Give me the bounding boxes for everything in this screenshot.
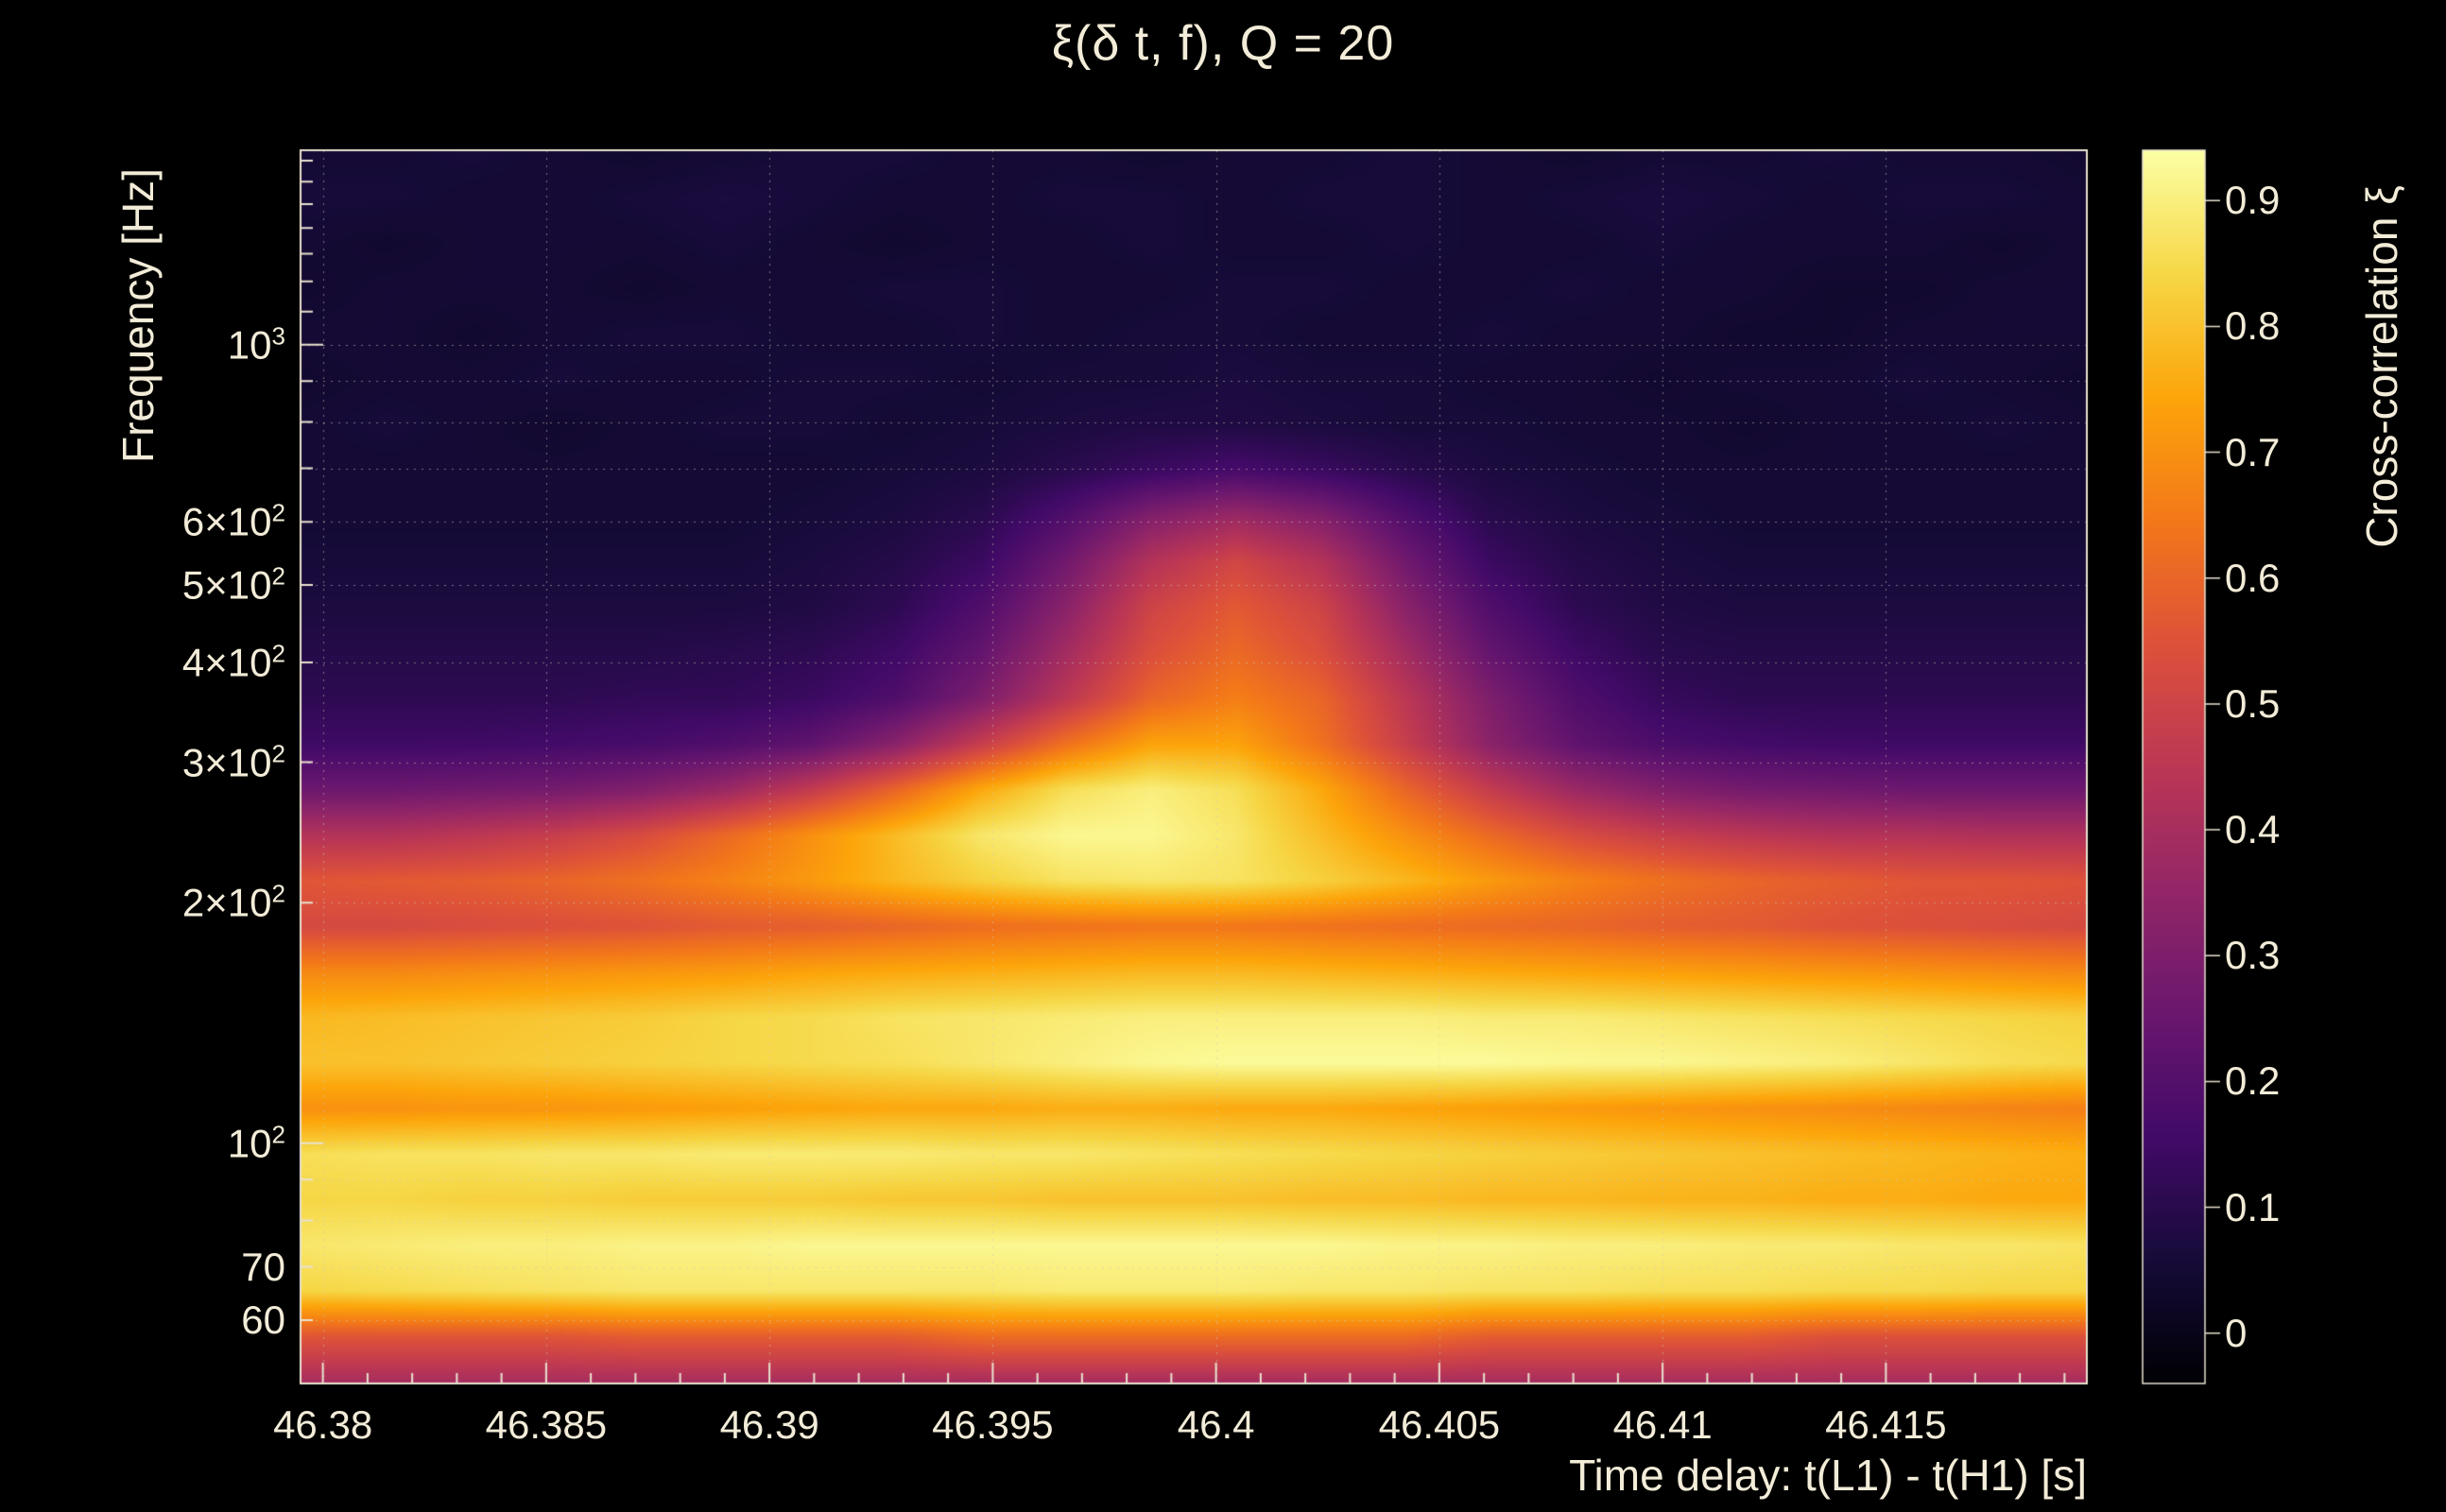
x-axis-title: Time delay: t(L1) - t(H1) [s] (1569, 1451, 2087, 1500)
colorbar-title: Cross-correlation ξ (2357, 185, 2406, 548)
y-axis-title: Frequency [Hz] (113, 168, 163, 463)
plot-title: ξ(δ t, f), Q = 20 (1051, 16, 1395, 71)
